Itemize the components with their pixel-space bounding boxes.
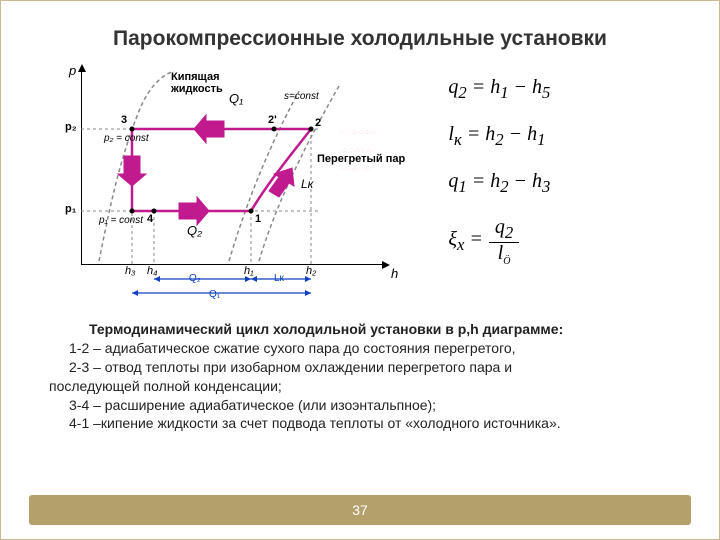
formula-q1: q1 = h2 − h3 (448, 170, 691, 197)
formula-lk: lк = h2 − h1 (448, 123, 691, 150)
n2: 2 (315, 117, 321, 129)
h3l: h₃ (125, 265, 135, 277)
h1l: h₁ (244, 265, 254, 277)
p1const: p₁ = const (99, 215, 143, 226)
lk: Lк (301, 177, 313, 191)
q2bot: Q₂ (187, 223, 202, 238)
dimq1: Q₁ (209, 289, 220, 300)
caption: Термодинамический цикл холодильной устан… (49, 320, 671, 433)
cycle-path (132, 129, 311, 211)
formula-q2: q2 = h1 − h5 (448, 76, 691, 103)
caption-l3: 3-4 – расширение адиабатическое (или изо… (49, 396, 671, 415)
boiling: Кипящая жидкость (171, 71, 223, 95)
n4: 4 (147, 213, 153, 225)
sconst: s=const (284, 91, 319, 102)
n2p: 2' (268, 114, 277, 126)
pt4-a (130, 209, 135, 214)
pt2p (272, 127, 277, 132)
34-arrow (118, 156, 146, 186)
caption-title: Термодинамический цикл холодильной устан… (49, 320, 671, 339)
h4l: h₄ (147, 265, 158, 277)
q1-arrow (194, 115, 224, 143)
caption-l2: 2-3 – отвод теплоты при изобарном охлажд… (49, 358, 671, 377)
12-arrow (269, 168, 294, 197)
dim-q1 (132, 290, 311, 296)
n1: 1 (255, 213, 261, 225)
footer: 37 (29, 495, 691, 525)
noise-art: : · . · : · .·:·. · : · .·:·. · : · · .·… (339, 121, 409, 175)
p2const: p₂ = const (104, 133, 149, 144)
slide-title: Парокомпрессионные холодильные установки (29, 27, 691, 51)
dim-q2 (154, 276, 251, 282)
pt3 (130, 127, 135, 132)
h2l: h₂ (306, 265, 316, 277)
caption-l2b: последующей полной конденсации; (49, 377, 671, 396)
formulas: q2 = h1 − h5 lк = h2 − h1 q1 = h2 − h3 ξ… (418, 61, 691, 267)
q1top: Q₁ (229, 91, 243, 106)
caption-l4: 4-1 –кипение жидкости за счет подвода те… (49, 414, 671, 433)
ph-diagram: p h (59, 61, 408, 306)
pt2 (309, 127, 314, 132)
page-number: 37 (352, 502, 368, 518)
dimq2: Q₂ (189, 273, 201, 284)
formula-eps: ξx = q2 lÖ (448, 217, 691, 267)
content-row: p h (29, 61, 691, 306)
p2: p₂ (65, 121, 77, 133)
p1: p₁ (65, 203, 76, 215)
q2-arrow (179, 197, 209, 225)
n3: 3 (121, 114, 127, 126)
pt1 (249, 209, 254, 214)
iso-2 (259, 86, 339, 261)
slide: Парокомпрессионные холодильные установки… (0, 0, 720, 540)
caption-l1: 1-2 – адиабатическое сжатие сухого пара … (49, 339, 671, 358)
dimlk: Lк (274, 273, 284, 284)
